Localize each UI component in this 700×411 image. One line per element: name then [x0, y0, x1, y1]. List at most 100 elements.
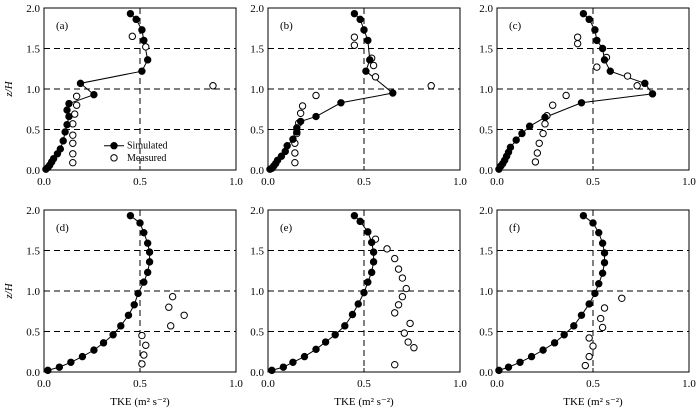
- simulated-point: [65, 112, 73, 121]
- simulated-point: [42, 165, 50, 173]
- y-tick-label: 1.5: [250, 246, 264, 258]
- panel-label: (b): [280, 20, 293, 32]
- simulated-point: [362, 67, 370, 75]
- simulated-point: [525, 122, 534, 130]
- simulated-point: [63, 106, 71, 114]
- simulated-point: [145, 248, 154, 256]
- measured-point: [573, 39, 582, 48]
- simulated-point: [312, 112, 320, 121]
- x-tick-label: 0.0: [261, 378, 275, 390]
- y-tick-label: 0.5: [250, 327, 264, 339]
- simulated-point: [67, 358, 75, 366]
- simulated-point: [99, 339, 108, 347]
- y-axis-title: z/H: [3, 282, 15, 299]
- x-tick-label: 0.0: [37, 378, 51, 390]
- measured-point: [168, 292, 177, 301]
- simulated-point: [55, 363, 64, 371]
- simulated-point: [321, 338, 330, 346]
- x-tick-label: 1.0: [682, 378, 696, 390]
- x-tick-label: 0.5: [586, 378, 600, 390]
- measured-point: [69, 150, 77, 158]
- simulated-point: [527, 352, 536, 361]
- y-tick-label: 0.5: [479, 125, 493, 137]
- simulated-point: [143, 268, 152, 277]
- simulated-point: [600, 249, 609, 257]
- measured-point: [404, 338, 412, 346]
- measured-point: [562, 91, 570, 100]
- simulated-point: [591, 26, 599, 34]
- measured-point: [391, 254, 399, 263]
- measured-point: [600, 304, 609, 312]
- simulated-point: [126, 211, 135, 220]
- y-tick-label: 0.0: [250, 367, 264, 379]
- measured-point: [398, 274, 407, 282]
- simulated-point: [44, 366, 52, 375]
- simulated-point: [356, 15, 364, 24]
- simulated-point: [360, 26, 368, 34]
- simulated-point: [356, 217, 364, 226]
- simulated-point: [495, 366, 503, 375]
- simulated-point: [337, 99, 345, 107]
- simulated-point: [281, 147, 289, 156]
- y-tick-label: 2.0: [479, 205, 493, 217]
- y-tick-label: 1.5: [479, 246, 493, 258]
- legend-simulated-marker: [110, 142, 118, 150]
- measured-point: [533, 149, 542, 157]
- x-tick-label: 0.0: [490, 176, 504, 188]
- simulated-point: [140, 278, 148, 286]
- x-tick-label: 0.5: [357, 378, 371, 390]
- y-tick-label: 1.0: [250, 84, 264, 96]
- measured-point: [180, 311, 188, 319]
- y-tick-label: 0.0: [479, 165, 493, 177]
- measured-point: [535, 139, 543, 147]
- simulated-point: [579, 211, 588, 220]
- measured-point: [589, 342, 597, 350]
- simulated-point: [350, 211, 359, 220]
- panel-label: (a): [56, 20, 69, 32]
- x-tick-label: 0.5: [586, 176, 600, 188]
- panel-f: 0.0 0.5 1.0 0.0 0.5 1.0 1.5 2.0 (f) TKE (m² s⁻²): [479, 205, 696, 408]
- simulated-point: [126, 9, 135, 18]
- measured-point: [371, 73, 380, 81]
- simulated-point: [312, 345, 320, 354]
- measured-point: [142, 341, 150, 349]
- simulated-point: [364, 36, 372, 45]
- measured-point: [541, 120, 549, 128]
- simulated-point: [90, 346, 98, 354]
- y-tick-label: 2.0: [26, 205, 40, 217]
- y-tick-label: 0.0: [26, 165, 40, 177]
- simulated-point: [61, 128, 69, 136]
- measured-point: [312, 91, 320, 100]
- measured-point: [585, 334, 593, 342]
- simulated-point: [598, 44, 607, 53]
- y-tick-label: 0.0: [250, 165, 264, 177]
- simulated-point: [369, 248, 378, 256]
- measured-point: [618, 294, 626, 302]
- measured-point: [585, 352, 593, 361]
- measured-point: [391, 361, 399, 369]
- x-tick-label: 1.0: [682, 176, 696, 188]
- measured-point: [72, 92, 81, 100]
- measured-point: [539, 129, 547, 138]
- measured-point: [596, 314, 605, 323]
- x-tick-label: 0.0: [37, 176, 51, 188]
- simulated-point: [598, 239, 607, 247]
- measured-point: [167, 322, 175, 330]
- measured-point: [598, 323, 607, 332]
- simulated-point: [78, 352, 87, 361]
- panel-b: 0.0 0.5 1.0 0.0 0.5 1.0 1.5 2.0 (b): [250, 3, 467, 188]
- simulated-point: [140, 36, 148, 45]
- simulated-point: [348, 310, 357, 319]
- measured-point: [394, 301, 403, 309]
- simulated-point: [143, 239, 152, 247]
- y-tick-label: 2.0: [479, 3, 493, 15]
- measured-point: [291, 149, 299, 157]
- x-axis-title: TKE (m² s⁻²): [334, 396, 394, 408]
- simulated-point: [117, 322, 125, 330]
- simulated-point: [76, 79, 85, 88]
- measured-point: [427, 82, 435, 90]
- simulated-point: [512, 136, 520, 144]
- y-axis-title: z/H: [3, 80, 15, 97]
- x-tick-label: 0.0: [261, 176, 275, 188]
